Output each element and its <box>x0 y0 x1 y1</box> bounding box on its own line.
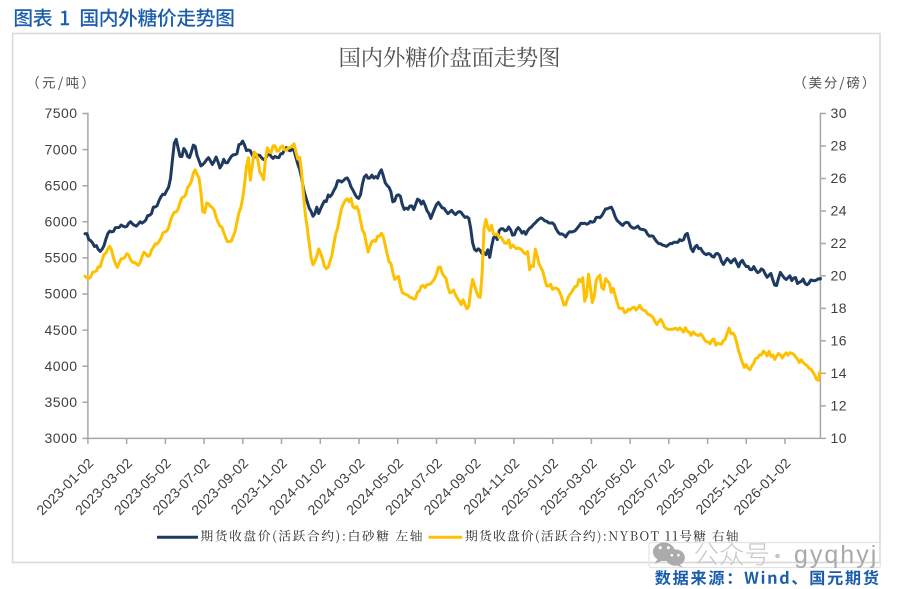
svg-text:4000: 4000 <box>45 358 78 374</box>
svg-text:12: 12 <box>831 398 847 414</box>
svg-text:16: 16 <box>831 333 847 349</box>
svg-text:5500: 5500 <box>45 250 78 266</box>
svg-text:14: 14 <box>831 365 847 381</box>
svg-text:5000: 5000 <box>45 286 78 302</box>
svg-text:20: 20 <box>831 268 847 284</box>
svg-text:7000: 7000 <box>45 141 78 157</box>
svg-text:10: 10 <box>831 430 847 446</box>
svg-text:24: 24 <box>831 203 847 219</box>
svg-text:28: 28 <box>831 138 847 154</box>
svg-text:30: 30 <box>831 105 847 121</box>
svg-text:6500: 6500 <box>45 177 78 193</box>
svg-text:4500: 4500 <box>45 322 78 338</box>
svg-text:26: 26 <box>831 170 847 186</box>
svg-text:7500: 7500 <box>45 105 78 121</box>
svg-text:3500: 3500 <box>45 394 78 410</box>
svg-text:3000: 3000 <box>45 430 78 446</box>
svg-text:18: 18 <box>831 300 847 316</box>
svg-text:6000: 6000 <box>45 214 78 230</box>
svg-text:gyqhyj: gyqhyj <box>794 541 878 569</box>
svg-text:22: 22 <box>831 235 847 251</box>
